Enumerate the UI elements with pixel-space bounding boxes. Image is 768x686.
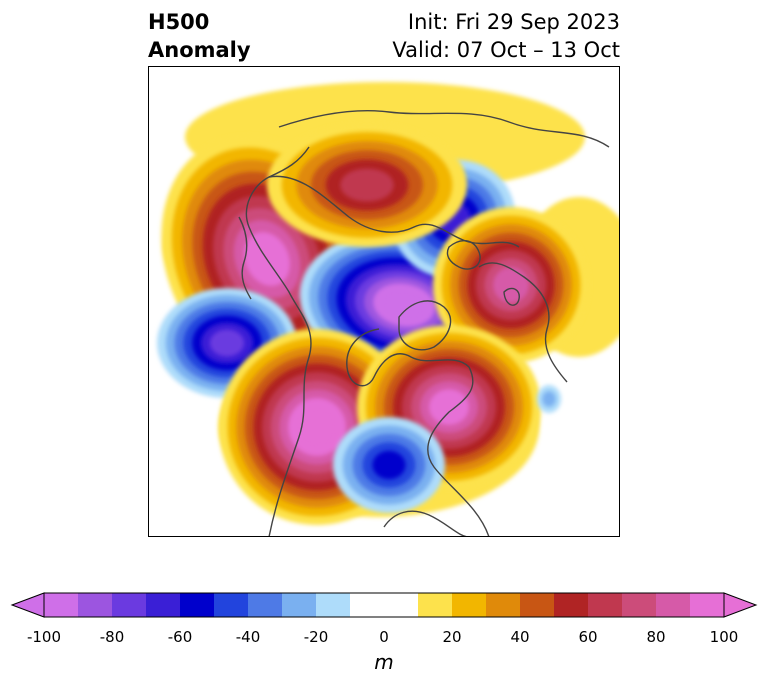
colorbar-cell (588, 593, 623, 617)
colorbar (10, 592, 758, 618)
anomaly-contour (296, 406, 338, 448)
colorbar-cell (622, 593, 657, 617)
coastline-path (238, 216, 252, 300)
anomaly-center (267, 123, 467, 247)
anomaly-center (537, 385, 561, 413)
colorbar-cell (316, 593, 351, 617)
colorbar-cell (452, 593, 487, 617)
coastline-path (383, 510, 468, 536)
anomaly-contour (209, 329, 245, 357)
colorbar-cell (384, 593, 419, 617)
map-title: H500 Anomaly (148, 8, 251, 64)
anomaly-map-canvas (157, 82, 619, 536)
anomaly-contour (382, 289, 426, 321)
colorbar-cell (554, 593, 589, 617)
coastlines (238, 109, 610, 536)
colorbar-under-arrow (10, 592, 45, 618)
init-date: Init: Fri 29 Sep 2023 (407, 10, 620, 34)
anomaly-map (148, 66, 620, 537)
colorbar-cell (486, 593, 521, 617)
colorbar-tick-label: -60 (167, 628, 193, 646)
valid-range: Valid: 07 Oct – 13 Oct (392, 38, 620, 62)
anomaly-center (433, 207, 589, 363)
colorbar-tick-label: -100 (26, 628, 62, 646)
colorbar-over-arrow (723, 592, 758, 618)
anomaly-shading (157, 82, 619, 525)
coastline-path (446, 240, 481, 270)
anomaly-contour (542, 391, 556, 407)
colorbar-cell (520, 593, 555, 617)
colorbar-tick-label: -80 (99, 628, 125, 646)
colorbar-cell (180, 593, 215, 617)
field-name-line2: Anomaly (148, 38, 251, 62)
colorbar-cell (248, 593, 283, 617)
colorbar-cell (146, 593, 181, 617)
coastline-path (346, 328, 490, 536)
colorbar-cell (282, 593, 317, 617)
colorbar-cell (418, 593, 453, 617)
anomaly-contour (493, 267, 529, 303)
colorbar-tick-label: -20 (303, 628, 329, 646)
colorbar-cell (690, 593, 725, 617)
coastline-path (278, 109, 610, 148)
colorbar-cell (44, 593, 79, 617)
colorbar-cell (112, 593, 147, 617)
coastline-path (245, 146, 312, 536)
colorbar-cell (656, 593, 691, 617)
colorbar-unit: m (374, 650, 394, 674)
anomaly-contour (428, 389, 470, 425)
colorbar-tick-label: 60 (578, 628, 598, 646)
coastline-path (398, 300, 452, 351)
colorbar-cell (350, 593, 385, 617)
anomaly-contour (372, 450, 406, 480)
anomaly-contour (340, 168, 394, 202)
colorbar-tick-label: 20 (442, 628, 462, 646)
colorbar-cell (78, 593, 113, 617)
colorbar-tick-label: 100 (709, 628, 739, 646)
coastline-path (268, 175, 520, 248)
colorbar-cell (214, 593, 249, 617)
anomaly-center (333, 417, 445, 513)
colorbar-tick-label: -40 (235, 628, 261, 646)
map-dates: Init: Fri 29 Sep 2023 Valid: 07 Oct – 13… (392, 8, 620, 64)
coastline-path (503, 287, 520, 306)
colorbar-tick-label: 80 (646, 628, 666, 646)
colorbar-tick-label: 40 (510, 628, 530, 646)
field-name-line1: H500 (148, 10, 210, 34)
coastline-path (478, 262, 568, 383)
colorbar-tick-label: 0 (379, 628, 389, 646)
